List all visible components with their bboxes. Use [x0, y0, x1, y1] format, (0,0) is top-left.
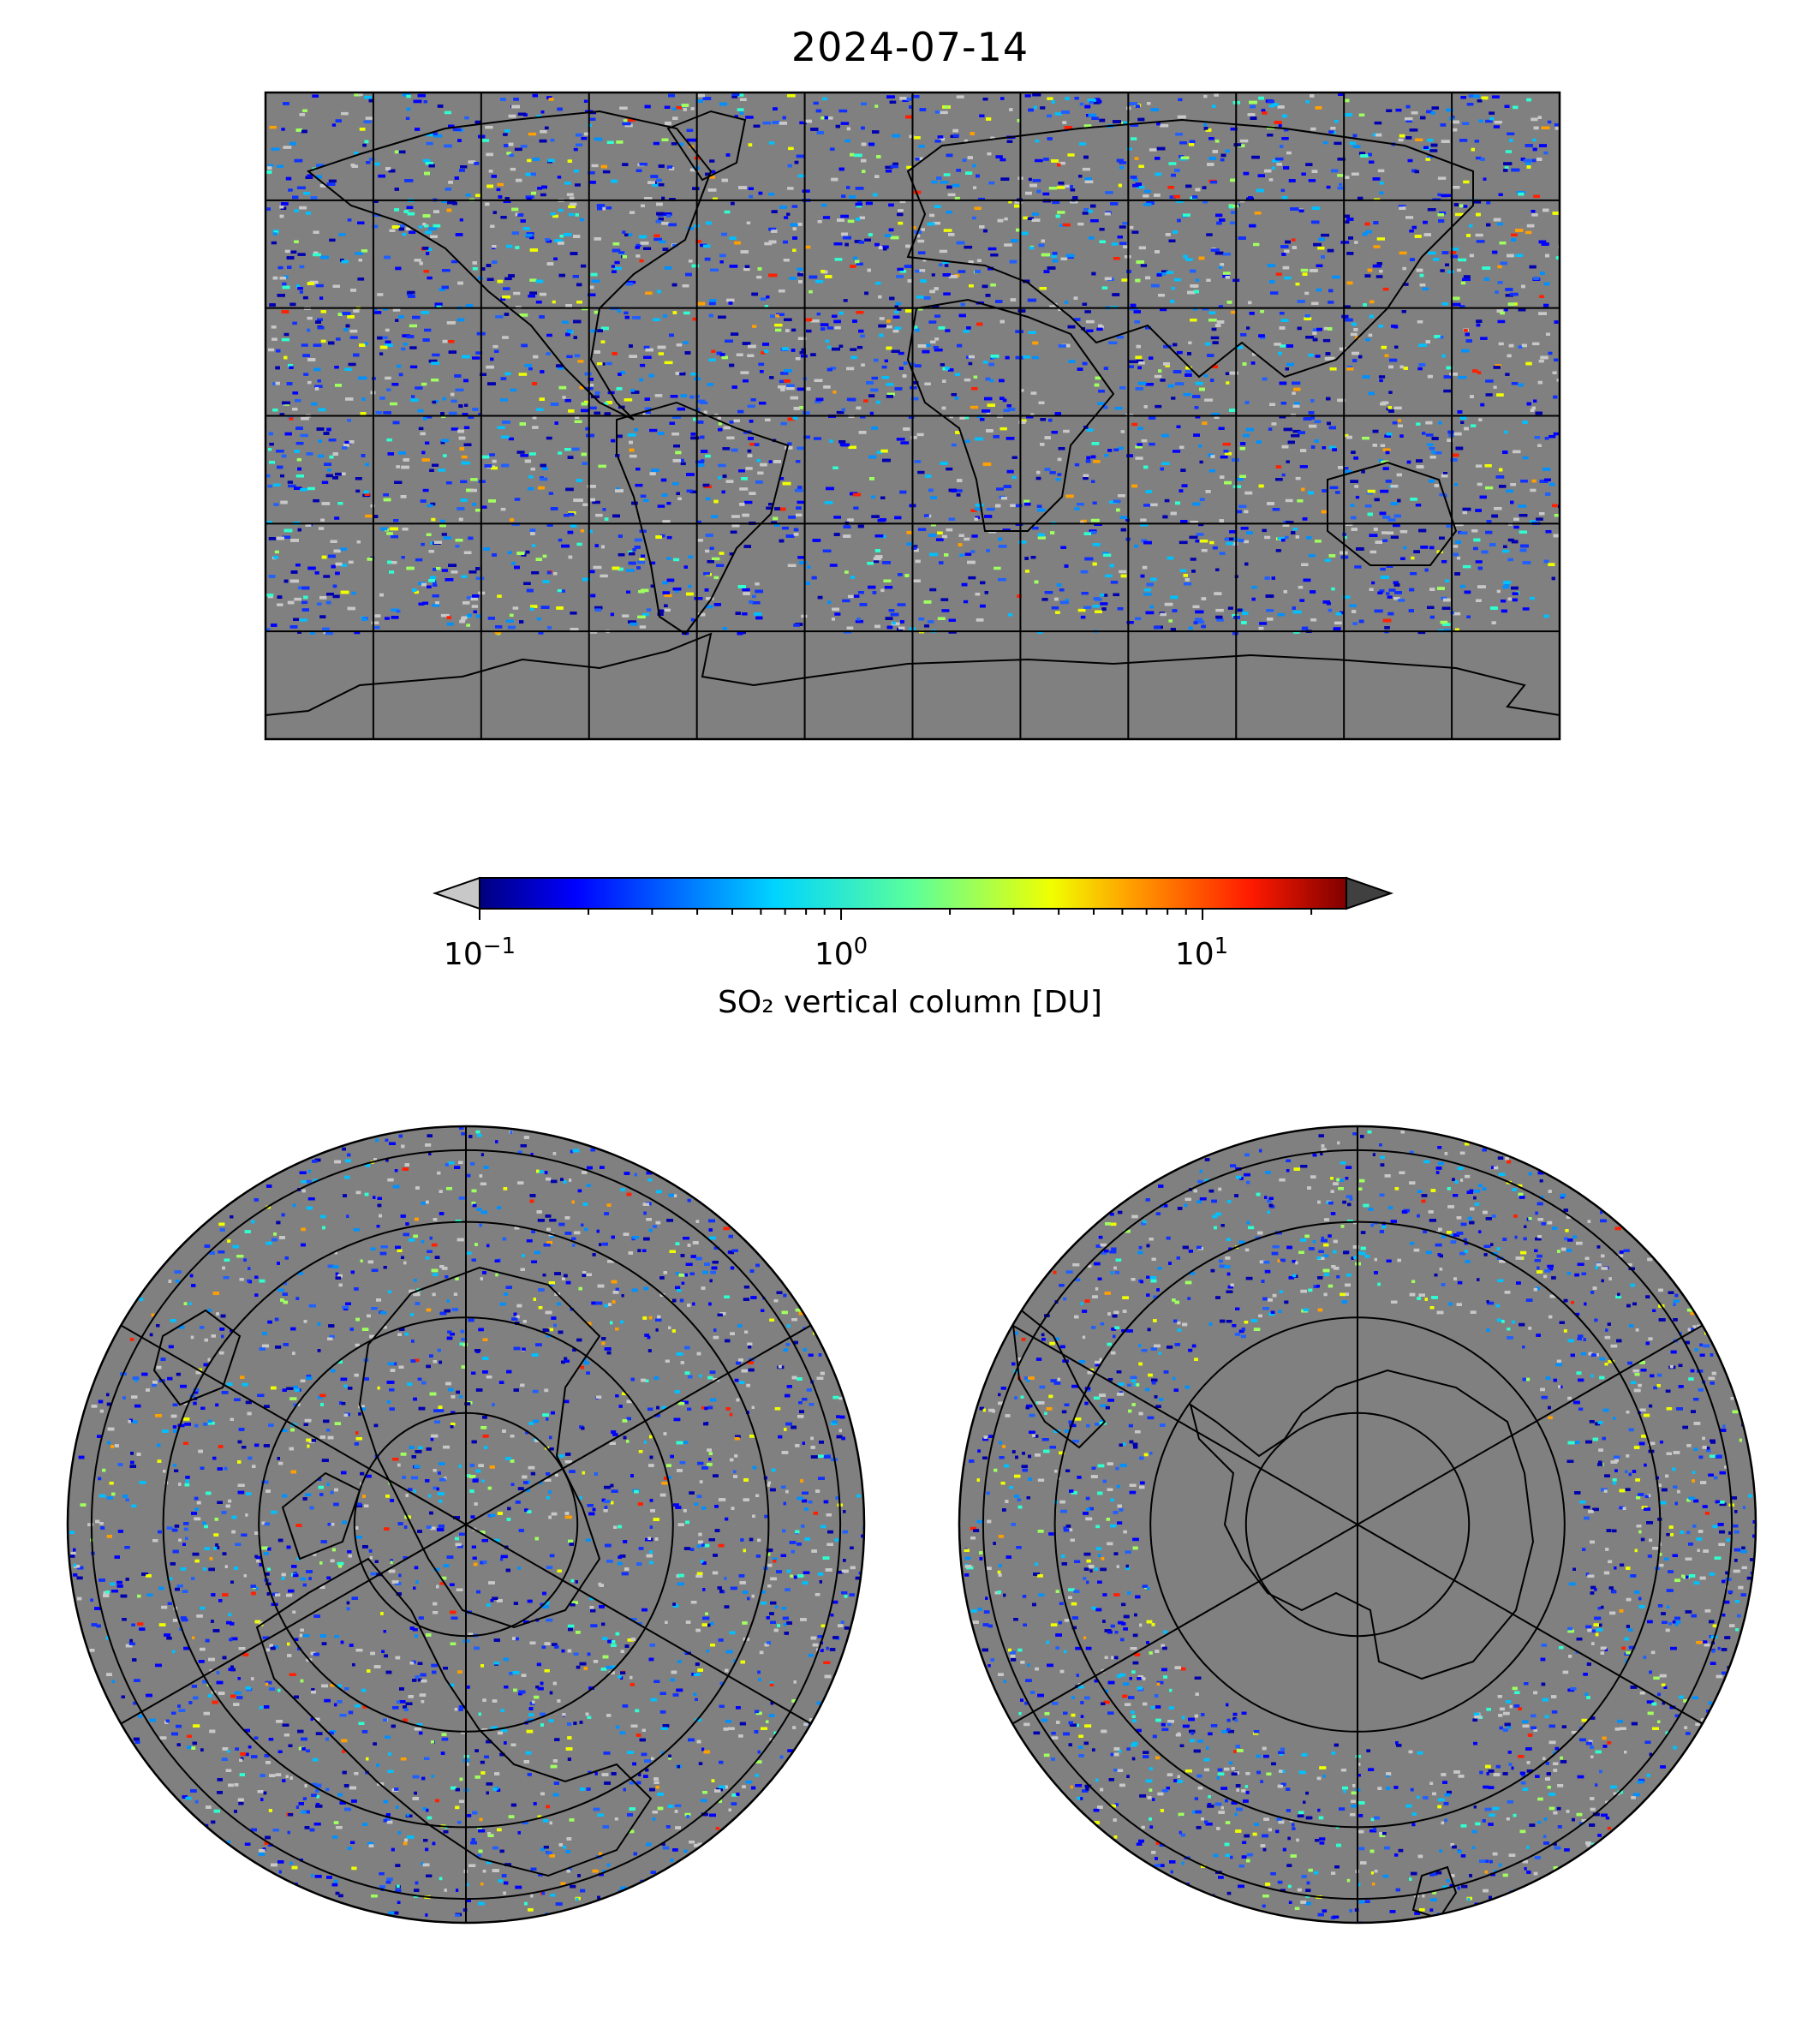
coastline-africa: [906, 298, 1115, 532]
colorbar-ticks: [479, 909, 1313, 920]
global-map-frame: [264, 91, 1561, 741]
tick-exponent: 1: [1214, 934, 1229, 959]
south-polar-map: [958, 1125, 1757, 1925]
tick-exponent: −1: [483, 934, 516, 959]
global-map: [264, 91, 1561, 741]
north-so2-data-layer: [69, 1126, 864, 1923]
south-gridlines: [982, 1126, 1733, 1923]
coastline-australia: [1327, 461, 1458, 566]
coastline-south-america: [616, 401, 790, 636]
south-polar-frame: [958, 1125, 1757, 1925]
colorbar-label: SO₂ vertical column [DU]: [0, 985, 1820, 1020]
map-title: 2024-07-14: [0, 24, 1820, 70]
coastline-scandinavia-polar: [152, 1309, 242, 1406]
coastline-north-america-polar: [255, 1557, 653, 1877]
north-gridlines: [90, 1126, 842, 1923]
coastline-europe-asia: [906, 118, 1474, 379]
colorbar-under-extension: [432, 876, 480, 910]
coastline-antarctica-polar: [1189, 1369, 1535, 1680]
global-coastlines: [266, 110, 1560, 716]
coastline-antarctica: [266, 632, 1560, 716]
tick-exponent: 0: [854, 934, 868, 959]
tick-base: 10: [1175, 937, 1214, 972]
coastline-north-eurasia: [358, 1266, 601, 1629]
colorbar-tick-label-10: 101: [1175, 934, 1228, 972]
colorbar-over-extension: [1346, 876, 1394, 910]
colorbar: [432, 876, 1394, 920]
coastline-greenland-polar: [281, 1471, 361, 1561]
colorbar-tick-label-0.1: 10−1: [444, 934, 516, 972]
north-polar-frame: [66, 1125, 866, 1925]
colorbar-gradient: [479, 877, 1347, 910]
tick-base: 10: [444, 937, 483, 972]
coastline-south-america-polar: [1009, 1299, 1107, 1449]
coastline-north-america: [306, 110, 713, 421]
global-gridlines: [266, 92, 1560, 739]
tick-base: 10: [815, 937, 854, 972]
north-polar-map: [66, 1125, 866, 1925]
colorbar-tick-label-1: 100: [815, 934, 868, 972]
north-coastlines: [152, 1266, 653, 1877]
